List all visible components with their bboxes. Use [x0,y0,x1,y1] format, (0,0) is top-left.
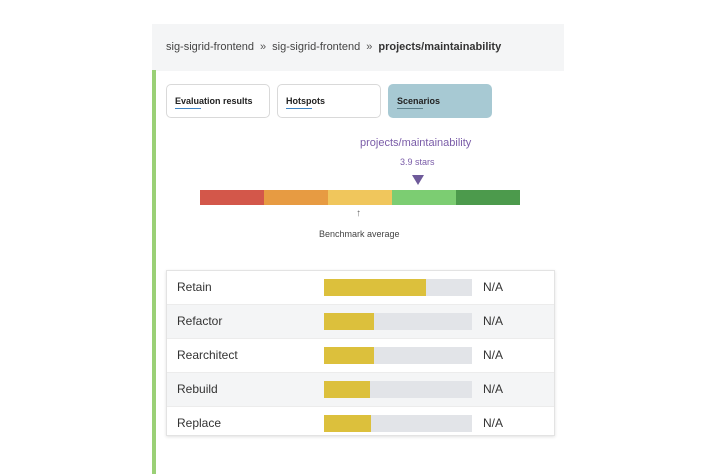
scenario-progress-fill [324,347,375,364]
breadcrumb-separator: » [260,41,267,53]
scenario-table: Retain N/A Refactor N/A Rearchitect N/A … [166,270,555,436]
scenario-progress-fill [324,415,372,432]
benchmark-label: Benchmark average [319,229,400,239]
scenario-value: N/A [483,280,504,294]
breadcrumb-separator: » [366,41,373,53]
breadcrumb-item-system[interactable]: sig-sigrid-frontend [166,41,255,53]
tab-label: Hotspots [286,96,325,106]
breadcrumb-current: projects/maintainability [378,41,502,53]
scenario-progress [324,347,472,364]
scenario-value: N/A [483,416,504,430]
rating-segment-1 [200,190,264,205]
tab-evaluation-results[interactable]: Evaluation results [166,84,270,118]
benchmark-arrow-icon: ↑ [356,208,361,219]
tab-label: Scenarios [397,96,441,106]
scenario-value: N/A [483,382,504,396]
table-row: Replace N/A [167,407,554,440]
scenario-value: N/A [483,314,504,328]
scenario-progress-fill [324,381,370,398]
rating-segment-5 [456,190,520,205]
scenarios-panel: sig-sigrid-frontend » sig-sigrid-frontend »… [152,24,564,474]
tab-underline [175,108,201,109]
scenario-value: N/A [483,348,504,362]
scenario-label: Replace [177,416,222,430]
tab-underline [286,108,312,109]
accent-bar [152,70,156,474]
rating-segment-3 [328,190,392,205]
table-row: Retain N/A [167,271,554,305]
tab-underline [397,108,423,109]
scenario-progress [324,279,472,296]
scenario-progress [324,381,472,398]
rating-scale-bar [200,190,520,205]
breadcrumb: sig-sigrid-frontend » sig-sigrid-frontend »… [152,24,564,71]
scenario-progress-fill [324,279,427,296]
table-row: Rearchitect N/A [167,339,554,373]
scenario-label: Refactor [177,314,223,328]
scenario-label: Rearchitect [177,348,238,362]
tab-scenarios[interactable]: Scenarios [388,84,492,118]
rating-marker-icon [411,175,424,185]
scenario-progress [324,313,472,330]
rating-stars-label: 3.9 stars [400,157,435,167]
tab-label: Evaluation results [175,96,253,106]
table-row: Refactor N/A [167,305,554,339]
scenario-label: Rebuild [177,382,218,396]
table-row: Rebuild N/A [167,373,554,407]
scenario-progress [324,415,472,432]
scenario-label: Retain [177,280,212,294]
rating-segment-2 [264,190,328,205]
rating-project-name: projects/maintainability [360,137,472,149]
scenario-progress-fill [324,313,375,330]
rating-segment-4 [392,190,456,205]
tab-hotspots[interactable]: Hotspots [277,84,381,118]
breadcrumb-item-subsystem[interactable]: sig-sigrid-frontend [272,41,361,53]
